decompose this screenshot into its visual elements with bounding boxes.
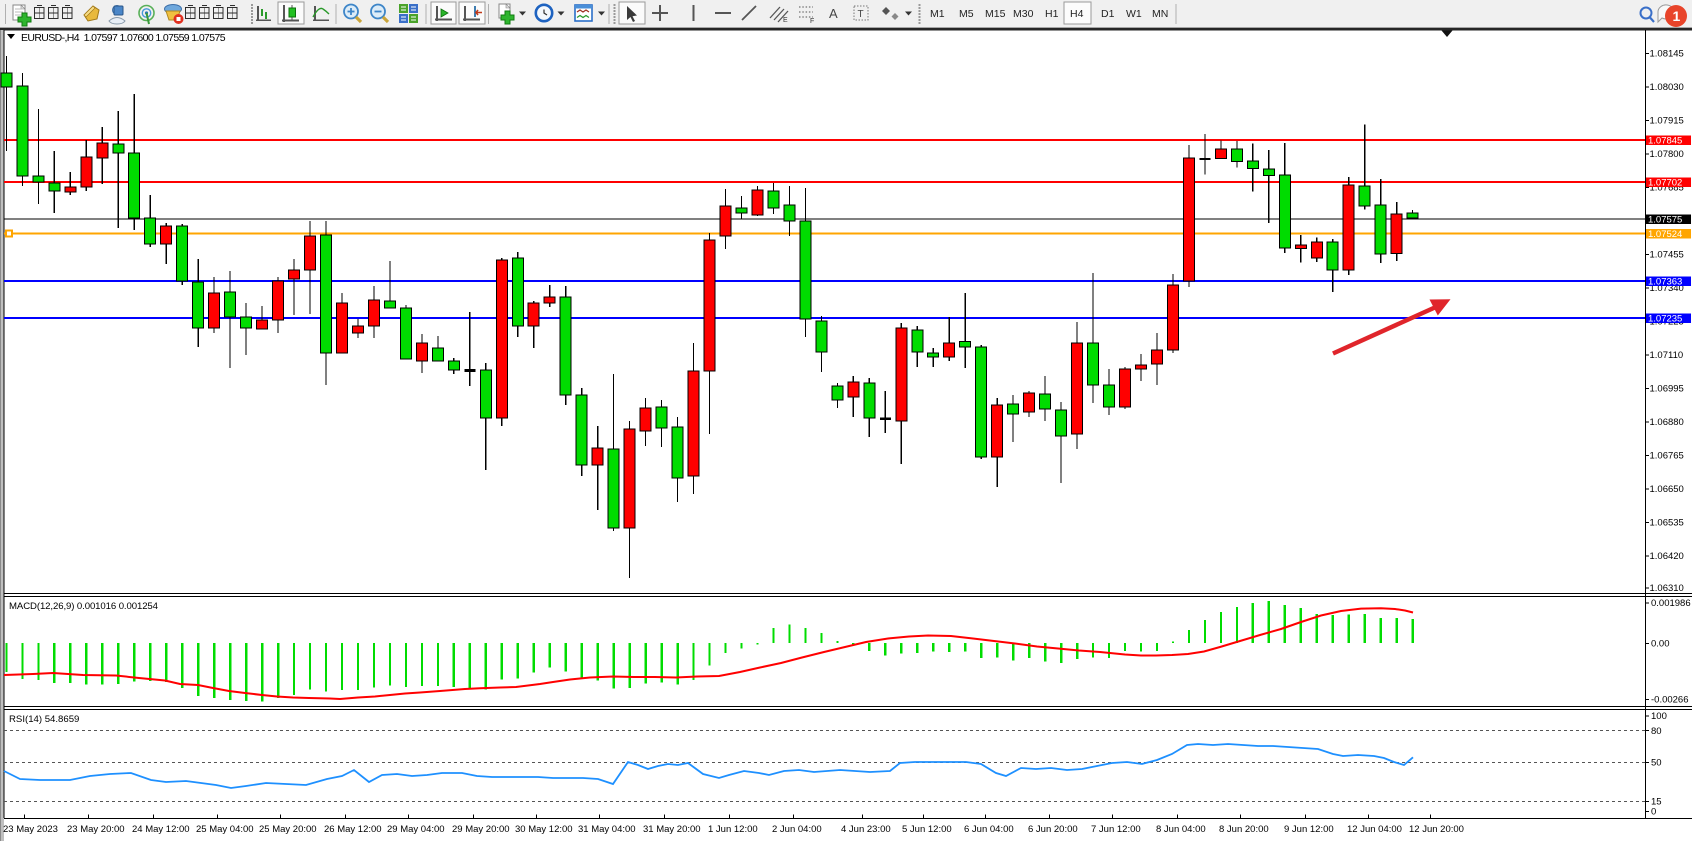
- svg-text:H1: H1: [1045, 8, 1059, 20]
- svg-text:1.07915: 1.07915: [1650, 116, 1684, 127]
- svg-text:1.08030: 1.08030: [1650, 82, 1684, 93]
- svg-text:M5: M5: [959, 8, 974, 20]
- svg-text:RSI(14) 54.8659: RSI(14) 54.8659: [9, 714, 79, 725]
- svg-text:1: 1: [1673, 8, 1681, 24]
- svg-text:7 Jun 12:00: 7 Jun 12:00: [1091, 824, 1141, 835]
- svg-text:1.07455: 1.07455: [1650, 250, 1684, 261]
- svg-text:1.07524: 1.07524: [1648, 229, 1682, 240]
- svg-text:8 Jun 20:00: 8 Jun 20:00: [1219, 824, 1269, 835]
- svg-text:1.06420: 1.06420: [1650, 551, 1684, 562]
- svg-text:12 Jun 20:00: 12 Jun 20:00: [1409, 824, 1464, 835]
- svg-text:8 Jun 04:00: 8 Jun 04:00: [1156, 824, 1206, 835]
- svg-text:1.07702: 1.07702: [1648, 177, 1682, 188]
- svg-text:D1: D1: [1101, 8, 1115, 20]
- svg-text:2 Jun 04:00: 2 Jun 04:00: [772, 824, 822, 835]
- svg-text:1.07575: 1.07575: [1648, 214, 1682, 225]
- svg-text:25 May 04:00: 25 May 04:00: [196, 824, 254, 835]
- svg-text:1.06880: 1.06880: [1650, 417, 1684, 428]
- svg-text:0.001986: 0.001986: [1651, 598, 1691, 609]
- svg-text:25 May 20:00: 25 May 20:00: [259, 824, 317, 835]
- svg-text:M15: M15: [985, 8, 1006, 20]
- svg-text:1.06650: 1.06650: [1650, 484, 1684, 495]
- svg-text:1.06765: 1.06765: [1650, 451, 1684, 462]
- svg-text:31 May 04:00: 31 May 04:00: [578, 824, 636, 835]
- svg-text:1 Jun 12:00: 1 Jun 12:00: [708, 824, 758, 835]
- svg-text:100: 100: [1651, 711, 1667, 722]
- svg-text:H4: H4: [1070, 8, 1084, 20]
- svg-text:29 May 04:00: 29 May 04:00: [387, 824, 445, 835]
- svg-text:F: F: [810, 18, 814, 25]
- svg-text:0: 0: [1651, 807, 1656, 818]
- svg-text:26 May 12:00: 26 May 12:00: [324, 824, 382, 835]
- svg-text:1.07845: 1.07845: [1648, 135, 1682, 146]
- svg-text:24 May 12:00: 24 May 12:00: [132, 824, 190, 835]
- svg-text:50: 50: [1651, 758, 1662, 769]
- svg-text:0.00: 0.00: [1651, 639, 1670, 650]
- svg-text:15: 15: [1651, 797, 1662, 808]
- svg-text:23 May 20:00: 23 May 20:00: [67, 824, 125, 835]
- svg-text:1.07340: 1.07340: [1650, 283, 1684, 294]
- svg-text:31 May 20:00: 31 May 20:00: [643, 824, 701, 835]
- svg-text:EURUSD-,H4 1.07597 1.07600 1.: EURUSD-,H4 1.07597 1.07600 1.07559 1.075…: [21, 32, 226, 44]
- svg-text:MACD(12,26,9) 0.001016 0.00125: MACD(12,26,9) 0.001016 0.001254: [9, 601, 159, 612]
- svg-text:MN: MN: [1152, 8, 1168, 20]
- svg-text:1.07235: 1.07235: [1648, 313, 1682, 324]
- svg-text:30 May 12:00: 30 May 12:00: [515, 824, 573, 835]
- svg-text:1.07110: 1.07110: [1650, 350, 1684, 361]
- svg-text:1.07363: 1.07363: [1648, 276, 1682, 287]
- svg-text:9 Jun 12:00: 9 Jun 12:00: [1284, 824, 1334, 835]
- svg-text:M1: M1: [930, 8, 945, 20]
- svg-text:1.07685: 1.07685: [1650, 183, 1684, 194]
- svg-text:1.08145: 1.08145: [1650, 49, 1684, 60]
- svg-text:E: E: [783, 17, 788, 24]
- svg-text:-0.00266: -0.00266: [1651, 695, 1689, 706]
- svg-text:1.06310: 1.06310: [1650, 583, 1684, 594]
- svg-text:80: 80: [1651, 726, 1662, 737]
- svg-text:5 Jun 12:00: 5 Jun 12:00: [902, 824, 952, 835]
- svg-text:6 Jun 04:00: 6 Jun 04:00: [964, 824, 1014, 835]
- svg-text:M30: M30: [1013, 8, 1034, 20]
- svg-text:1.07800: 1.07800: [1650, 149, 1684, 160]
- svg-text:12 Jun 04:00: 12 Jun 04:00: [1347, 824, 1402, 835]
- svg-text:6 Jun 20:00: 6 Jun 20:00: [1028, 824, 1078, 835]
- svg-text:T: T: [858, 9, 864, 20]
- svg-text:W1: W1: [1126, 8, 1142, 20]
- svg-text:23 May 2023: 23 May 2023: [3, 824, 58, 835]
- svg-text:29 May 20:00: 29 May 20:00: [452, 824, 510, 835]
- svg-text:A: A: [829, 6, 838, 21]
- svg-text:1.06995: 1.06995: [1650, 384, 1684, 395]
- svg-text:1.06535: 1.06535: [1650, 518, 1684, 529]
- svg-text:4 Jun 23:00: 4 Jun 23:00: [841, 824, 891, 835]
